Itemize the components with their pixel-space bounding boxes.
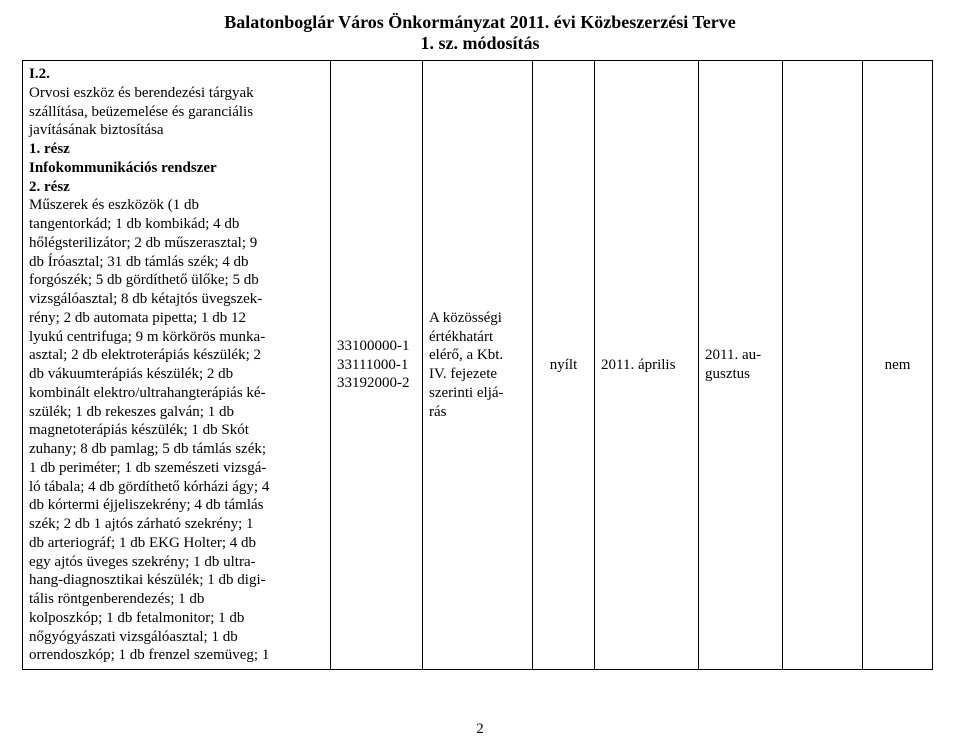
page: Balatonboglár Város Önkormányzat 2011. é…: [0, 0, 960, 750]
desc-line: 1 db periméter; 1 db szemészeti vizsgá-: [29, 460, 266, 476]
desc-line: hang-diagnosztikai készülék; 1 db digi-: [29, 572, 266, 588]
desc-line: vizsgálóasztal; 8 db kétajtós üvegszek-: [29, 291, 262, 307]
date-line: 2011. au-: [705, 347, 761, 363]
cell-empty: [783, 61, 863, 670]
desc-line: zuhany; 8 db pamlag; 5 db támlás szék;: [29, 441, 266, 457]
desc-line: kombinált elektro/ultrahangterápiás ké-: [29, 385, 266, 401]
desc-line: db kórtermi éjjeliszekrény; 4 db támlás: [29, 497, 264, 513]
proc-line: szerinti eljá-: [429, 385, 504, 401]
part-label: 1. rész: [29, 141, 70, 157]
proc-line: A közösségi: [429, 310, 502, 326]
desc-line: tális röntgenberendezés; 1 db: [29, 591, 204, 607]
proc-line: rás: [429, 404, 447, 420]
desc-line: magnetoterápiás készülék; 1 db Skót: [29, 422, 249, 438]
proc-line: elérő, a Kbt.: [429, 347, 503, 363]
item-number: I.2.: [29, 66, 50, 82]
procurement-table: I.2. Orvosi eszköz és berendezési tárgya…: [22, 60, 933, 670]
part-title: Infokommunikációs rendszer: [29, 160, 217, 176]
desc-line: javításának biztosítása: [29, 122, 164, 138]
cpv-code: 33192000-2: [337, 375, 410, 391]
desc-line: db vákuumterápiás készülék; 2 db: [29, 366, 233, 382]
desc-line: hőlégsterilizátor; 2 db műszerasztal; 9: [29, 235, 257, 251]
document-title: Balatonboglár Város Önkormányzat 2011. é…: [0, 12, 960, 54]
desc-line: db arteriográf; 1 db EKG Holter; 4 db: [29, 535, 256, 551]
desc-line: szék; 2 db 1 ajtós zárható szekrény; 1: [29, 516, 254, 532]
desc-line: orrendoszkóp; 1 db frenzel szemüveg; 1: [29, 647, 269, 663]
desc-line: ló tábala; 4 db gördíthető kórházi ágy; …: [29, 479, 269, 495]
desc-line: szállítása, beüzemelése és garanciális: [29, 104, 253, 120]
cell-end-date: 2011. au- gusztus: [699, 61, 783, 670]
desc-line: nőgyógyászati vizsgálóasztal; 1 db: [29, 629, 238, 645]
desc-line: asztal; 2 db elektroterápiás készülék; 2: [29, 347, 261, 363]
cell-flag: nem: [863, 61, 933, 670]
cell-cpv-codes: 33100000-1 33111000-1 33192000-2: [331, 61, 423, 670]
page-number: 2: [0, 721, 960, 738]
desc-line: forgószék; 5 db gördíthető ülőke; 5 db: [29, 272, 259, 288]
desc-line: egy ajtós üveges szekrény; 1 db ultra-: [29, 554, 256, 570]
cell-start-date: 2011. április: [595, 61, 699, 670]
cpv-code: 33100000-1: [337, 338, 410, 354]
desc-line: szülék; 1 db rekeszes galván; 1 db: [29, 404, 234, 420]
cell-procedure: A közösségi értékhatárt elérő, a Kbt. IV…: [423, 61, 533, 670]
part-label: 2. rész: [29, 179, 70, 195]
desc-line: Műszerek és eszközök (1 db: [29, 197, 199, 213]
cell-type: nyílt: [533, 61, 595, 670]
desc-line: tangentorkád; 1 db kombikád; 4 db: [29, 216, 239, 232]
desc-line: db Íróasztal; 31 db támlás szék; 4 db: [29, 254, 249, 270]
desc-line: rény; 2 db automata pipetta; 1 db 12: [29, 310, 246, 326]
title-line-1: Balatonboglár Város Önkormányzat 2011. é…: [0, 12, 960, 33]
cpv-code: 33111000-1: [337, 357, 408, 373]
date-line: gusztus: [705, 366, 750, 382]
desc-line: lyukú centrifuga; 9 m körkörös munka-: [29, 329, 265, 345]
table-row: I.2. Orvosi eszköz és berendezési tárgya…: [23, 61, 933, 670]
cell-description: I.2. Orvosi eszköz és berendezési tárgya…: [23, 61, 331, 670]
title-line-2: 1. sz. módosítás: [0, 33, 960, 54]
proc-line: értékhatárt: [429, 329, 493, 345]
proc-line: IV. fejezete: [429, 366, 497, 382]
desc-line: kolposzkóp; 1 db fetalmonitor; 1 db: [29, 610, 244, 626]
desc-line: Orvosi eszköz és berendezési tárgyak: [29, 85, 254, 101]
